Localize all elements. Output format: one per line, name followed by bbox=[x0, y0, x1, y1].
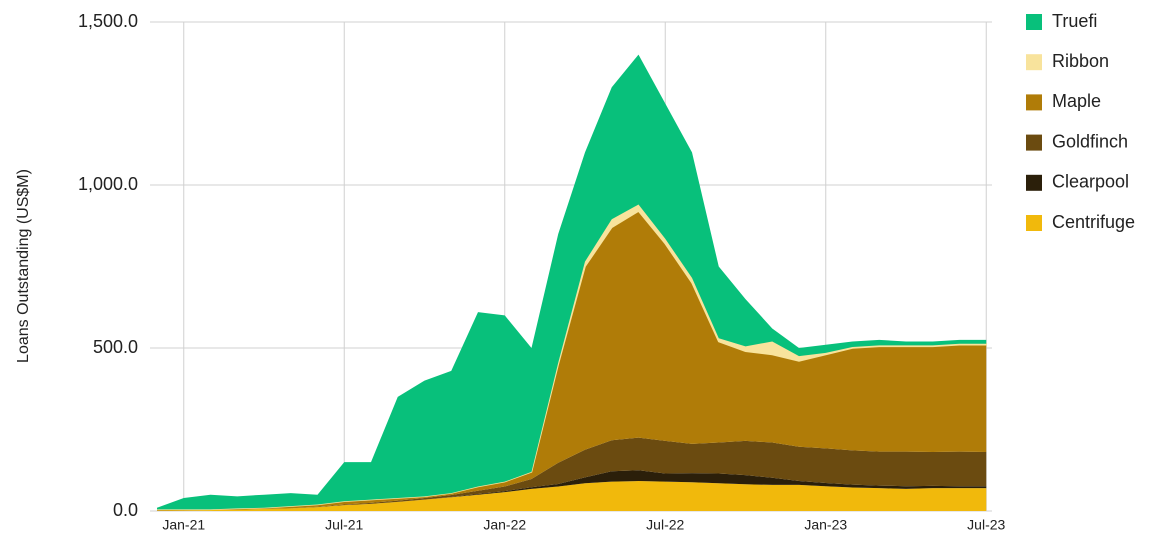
y-tick-label: 1,000.0 bbox=[78, 174, 138, 194]
legend-label: Goldfinch bbox=[1052, 131, 1128, 151]
y-tick-label: 1,500.0 bbox=[78, 11, 138, 31]
y-tick-label: 500.0 bbox=[93, 337, 138, 357]
y-axis-label: Loans Outstanding (US$M) bbox=[15, 169, 32, 363]
legend-swatch bbox=[1026, 215, 1042, 231]
legend-swatch bbox=[1026, 14, 1042, 30]
legend-label: Clearpool bbox=[1052, 172, 1129, 192]
area bbox=[157, 437, 987, 511]
x-tick-label: Jul-23 bbox=[967, 517, 1005, 533]
area bbox=[157, 211, 987, 511]
legend-swatch bbox=[1026, 94, 1042, 111]
x-tick-label: Jan-21 bbox=[162, 517, 205, 533]
y-tick-label: 0.0 bbox=[113, 500, 138, 520]
x-tick-label: Jan-22 bbox=[483, 517, 526, 533]
legend-label: Truefi bbox=[1052, 11, 1097, 31]
legend-swatch bbox=[1026, 134, 1042, 151]
legend-swatch bbox=[1026, 54, 1042, 71]
legend-label: Ribbon bbox=[1052, 51, 1109, 71]
legend-label: Maple bbox=[1052, 91, 1101, 111]
area bbox=[157, 203, 987, 511]
area bbox=[157, 54, 987, 510]
area bbox=[157, 481, 987, 511]
x-tick-label: Jan-23 bbox=[804, 517, 847, 533]
legend-swatch bbox=[1026, 174, 1042, 191]
legend-label: Centrifuge bbox=[1052, 212, 1135, 232]
area bbox=[157, 470, 987, 511]
x-tick-label: Jul-22 bbox=[646, 517, 684, 533]
x-tick-label: Jul-21 bbox=[325, 517, 363, 533]
